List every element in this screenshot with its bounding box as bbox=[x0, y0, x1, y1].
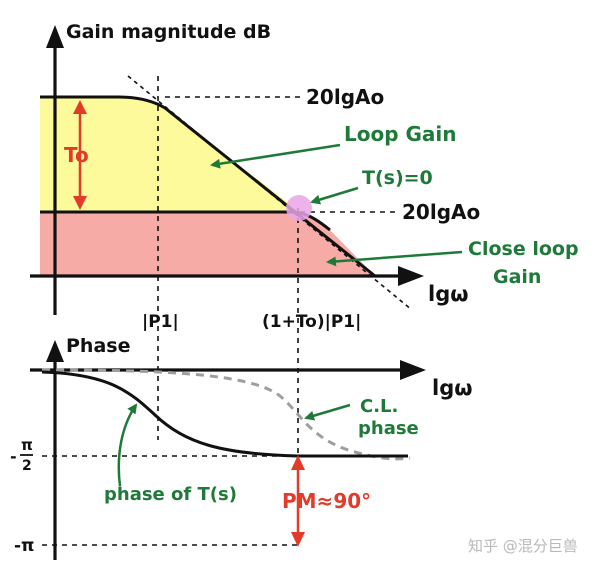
loop-phase-curve bbox=[41, 370, 408, 458]
loop-gain-curve bbox=[40, 95, 376, 278]
tick-neg-pi: -π bbox=[14, 536, 35, 556]
gain-x-axis-label: lgω bbox=[428, 282, 468, 306]
pole1-label: |P1| bbox=[142, 312, 179, 332]
phase-x-arrowhead bbox=[400, 360, 426, 380]
closed-loop-gain-area bbox=[40, 212, 375, 276]
gain-x-arrowhead bbox=[398, 266, 424, 286]
cl-phase-label-line2: phase bbox=[358, 418, 419, 439]
cl-phase-label-line1: C.L. bbox=[360, 396, 398, 417]
gain-y-arrowhead bbox=[46, 25, 64, 48]
asymptote-line bbox=[127, 75, 413, 311]
phase-t-pointer bbox=[117, 403, 138, 487]
close-loop-label-line2: Gain bbox=[493, 266, 541, 288]
pole2-label: (1+To)|P1| bbox=[262, 312, 361, 332]
loop-gain-area bbox=[40, 97, 300, 212]
phase-y-axis-label: Phase bbox=[66, 335, 130, 357]
t0-arrowhead-top bbox=[73, 100, 87, 114]
pm-arrowhead-bottom bbox=[291, 532, 305, 547]
phase-x-axis-label: lgω bbox=[432, 376, 472, 400]
watermark: 知乎 @混分巨兽 bbox=[468, 537, 578, 555]
ts-zero-label: T(s)=0 bbox=[362, 167, 433, 189]
loop-gain-label: Loop Gain bbox=[344, 122, 457, 146]
gain-y-axis-label: Gain magnitude dB bbox=[66, 21, 271, 43]
phase-t-label: phase of T(s) bbox=[104, 484, 237, 505]
t0-arrowhead-bottom bbox=[73, 196, 87, 210]
phase-y-arrowhead bbox=[46, 340, 64, 362]
level-top-label: 20lgAo bbox=[306, 85, 384, 109]
pm-arrowhead-top bbox=[291, 455, 305, 470]
pm-label: PM≈90° bbox=[282, 489, 371, 513]
ts-zero-pointer bbox=[310, 186, 359, 205]
crossover-marker bbox=[286, 195, 312, 221]
level-mid-label: 20lgAo bbox=[402, 200, 480, 224]
close-loop-label-line1: Close loop bbox=[468, 238, 579, 260]
cl-phase-pointer bbox=[304, 403, 351, 421]
tick-half-pi-numerator: π bbox=[21, 436, 33, 454]
closed-loop-phase-curve bbox=[41, 368, 411, 461]
loop-gain-pointer bbox=[210, 143, 341, 169]
close-loop-pointer bbox=[326, 250, 463, 267]
t0-label: To bbox=[64, 143, 89, 167]
tick-minus-sign: - bbox=[10, 447, 17, 466]
tick-half-pi-denominator: 2 bbox=[22, 458, 32, 474]
